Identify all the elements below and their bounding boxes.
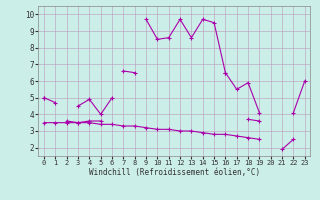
X-axis label: Windchill (Refroidissement éolien,°C): Windchill (Refroidissement éolien,°C)	[89, 168, 260, 177]
